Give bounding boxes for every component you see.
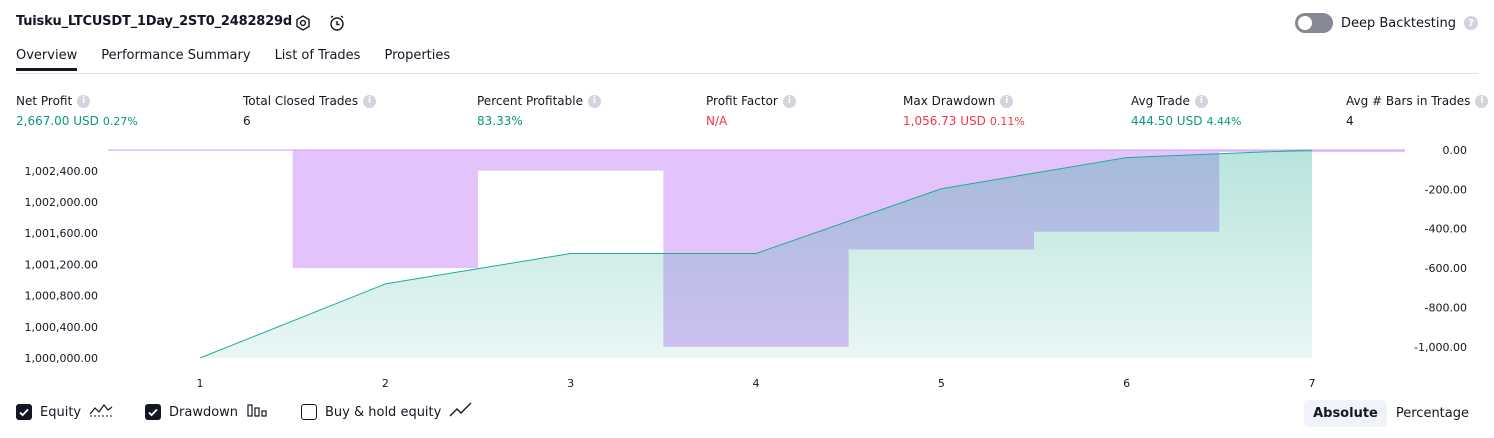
tab-divider — [16, 73, 1478, 74]
info-icon[interactable]: i — [1000, 94, 1014, 108]
stat-percent-profitable: Percent Profitable i 83.33% — [477, 94, 601, 128]
stat-total-closed-trades: Total Closed Trades i 6 — [243, 94, 377, 128]
buy-hold-checkbox[interactable] — [301, 404, 317, 420]
legend-buy-hold[interactable]: Buy & hold equity — [301, 402, 473, 422]
x-tick-label: 5 — [938, 377, 945, 390]
stat-value: N/A — [706, 114, 728, 128]
legend-drawdown[interactable]: Drawdown — [145, 402, 268, 422]
y-right-tick-label: -200.00 — [1425, 183, 1467, 196]
legend-equity[interactable]: Equity — [16, 402, 113, 422]
y-left-tick-label: 1,001,600.00 — [25, 227, 98, 240]
stat-value: 83.33% — [477, 114, 523, 128]
stat-net-profit: Net Profit i 2,667.00 USD 0.27% — [16, 94, 138, 128]
x-tick-label: 7 — [1309, 377, 1316, 390]
tab-list-of-trades[interactable]: List of Trades — [274, 48, 361, 63]
stat-value: 444.50 USD — [1131, 114, 1203, 128]
equity-checkbox[interactable] — [16, 404, 32, 420]
y-left-tick-label: 1,000,400.00 — [25, 321, 98, 334]
trend-line-icon — [449, 402, 473, 422]
settings-icon[interactable] — [293, 13, 313, 33]
tab-properties[interactable]: Properties — [384, 48, 451, 63]
x-tick-label: 4 — [753, 377, 760, 390]
legend-label: Buy & hold equity — [325, 404, 442, 420]
stat-value: 1,056.73 USD — [903, 114, 986, 128]
deep-backtesting-label: Deep Backtesting — [1340, 15, 1456, 31]
legend-label: Equity — [40, 404, 82, 420]
stat-percent: 4.44% — [1206, 115, 1242, 128]
help-icon[interactable]: ? — [1464, 16, 1478, 30]
y-left-tick-label: 1,002,000.00 — [25, 196, 98, 209]
strategy-title: Tuisku_LTCUSDT_1Day_2ST0_2482829d — [16, 14, 292, 29]
y-left-tick-label: 1,001,200.00 — [25, 258, 98, 271]
y-right-tick-label: -400.00 — [1425, 223, 1467, 236]
stat-max-drawdown: Max Drawdown i 1,056.73 USD 0.11% — [903, 94, 1025, 128]
alarm-clock-icon[interactable] — [327, 13, 347, 33]
info-icon[interactable]: i — [587, 94, 601, 108]
x-tick-label: 2 — [382, 377, 389, 390]
stat-avg-trade: Avg Trade i 444.50 USD 4.44% — [1131, 94, 1241, 128]
x-tick-label: 1 — [197, 377, 204, 390]
equity-area — [200, 150, 1312, 358]
equity-line-icon — [89, 402, 113, 422]
x-tick-label: 6 — [1123, 377, 1130, 390]
stat-avg-bars: Avg # Bars in Trades i 4 — [1346, 94, 1489, 128]
y-right-tick-label: -600.00 — [1425, 262, 1467, 275]
drawdown-checkbox[interactable] — [145, 404, 161, 420]
y-left-tick-label: 1,002,400.00 — [25, 165, 98, 178]
y-left-tick-label: 1,000,800.00 — [25, 290, 98, 303]
bar-chart-icon — [246, 402, 268, 422]
info-icon[interactable]: i — [782, 94, 796, 108]
absolute-button[interactable]: Absolute — [1304, 400, 1387, 427]
stat-percent: 0.27% — [102, 115, 138, 128]
stat-profit-factor: Profit Factor i N/A — [706, 94, 796, 128]
stat-percent: 0.11% — [989, 115, 1025, 128]
stat-label: Total Closed Trades — [243, 94, 359, 108]
tab-performance-summary[interactable]: Performance Summary — [101, 48, 251, 63]
stat-label: Avg # Bars in Trades — [1346, 94, 1471, 108]
stat-value: 2,667.00 USD — [16, 114, 99, 128]
equity-drawdown-chart[interactable]: 1,002,400.00 1,002,000.00 1,001,600.00 1,00… — [0, 140, 1494, 395]
deep-backtesting-toggle[interactable] — [1294, 13, 1333, 33]
y-right-tick-label: -800.00 — [1425, 301, 1467, 314]
drawdown-bar[interactable] — [292, 150, 478, 269]
y-right-tick-label: -1,000.00 — [1414, 341, 1467, 354]
drawdown-bar[interactable] — [478, 150, 664, 171]
stat-value: 6 — [243, 114, 251, 128]
deep-backtesting-control: Deep Backtesting ? — [1294, 13, 1478, 33]
stat-label: Percent Profitable — [477, 94, 583, 108]
y-left-tick-label: 1,000,000.00 — [25, 352, 98, 365]
stat-label: Net Profit — [16, 94, 73, 108]
tab-bar: Overview Performance Summary List of Tra… — [16, 48, 450, 71]
stat-label: Profit Factor — [706, 94, 778, 108]
view-mode-toggle: Absolute Percentage — [1304, 400, 1478, 427]
info-icon[interactable]: i — [1194, 94, 1208, 108]
info-icon[interactable]: i — [77, 94, 91, 108]
percentage-button[interactable]: Percentage — [1395, 406, 1469, 421]
stat-label: Max Drawdown — [903, 94, 996, 108]
info-icon[interactable]: i — [1475, 94, 1489, 108]
tab-overview[interactable]: Overview — [16, 48, 78, 71]
info-icon[interactable]: i — [363, 94, 377, 108]
y-right-tick-label: 0.00 — [1443, 144, 1468, 157]
x-tick-label: 3 — [567, 377, 574, 390]
stat-label: Avg Trade — [1131, 94, 1190, 108]
stat-value: 4 — [1346, 114, 1354, 128]
legend-label: Drawdown — [169, 404, 239, 420]
